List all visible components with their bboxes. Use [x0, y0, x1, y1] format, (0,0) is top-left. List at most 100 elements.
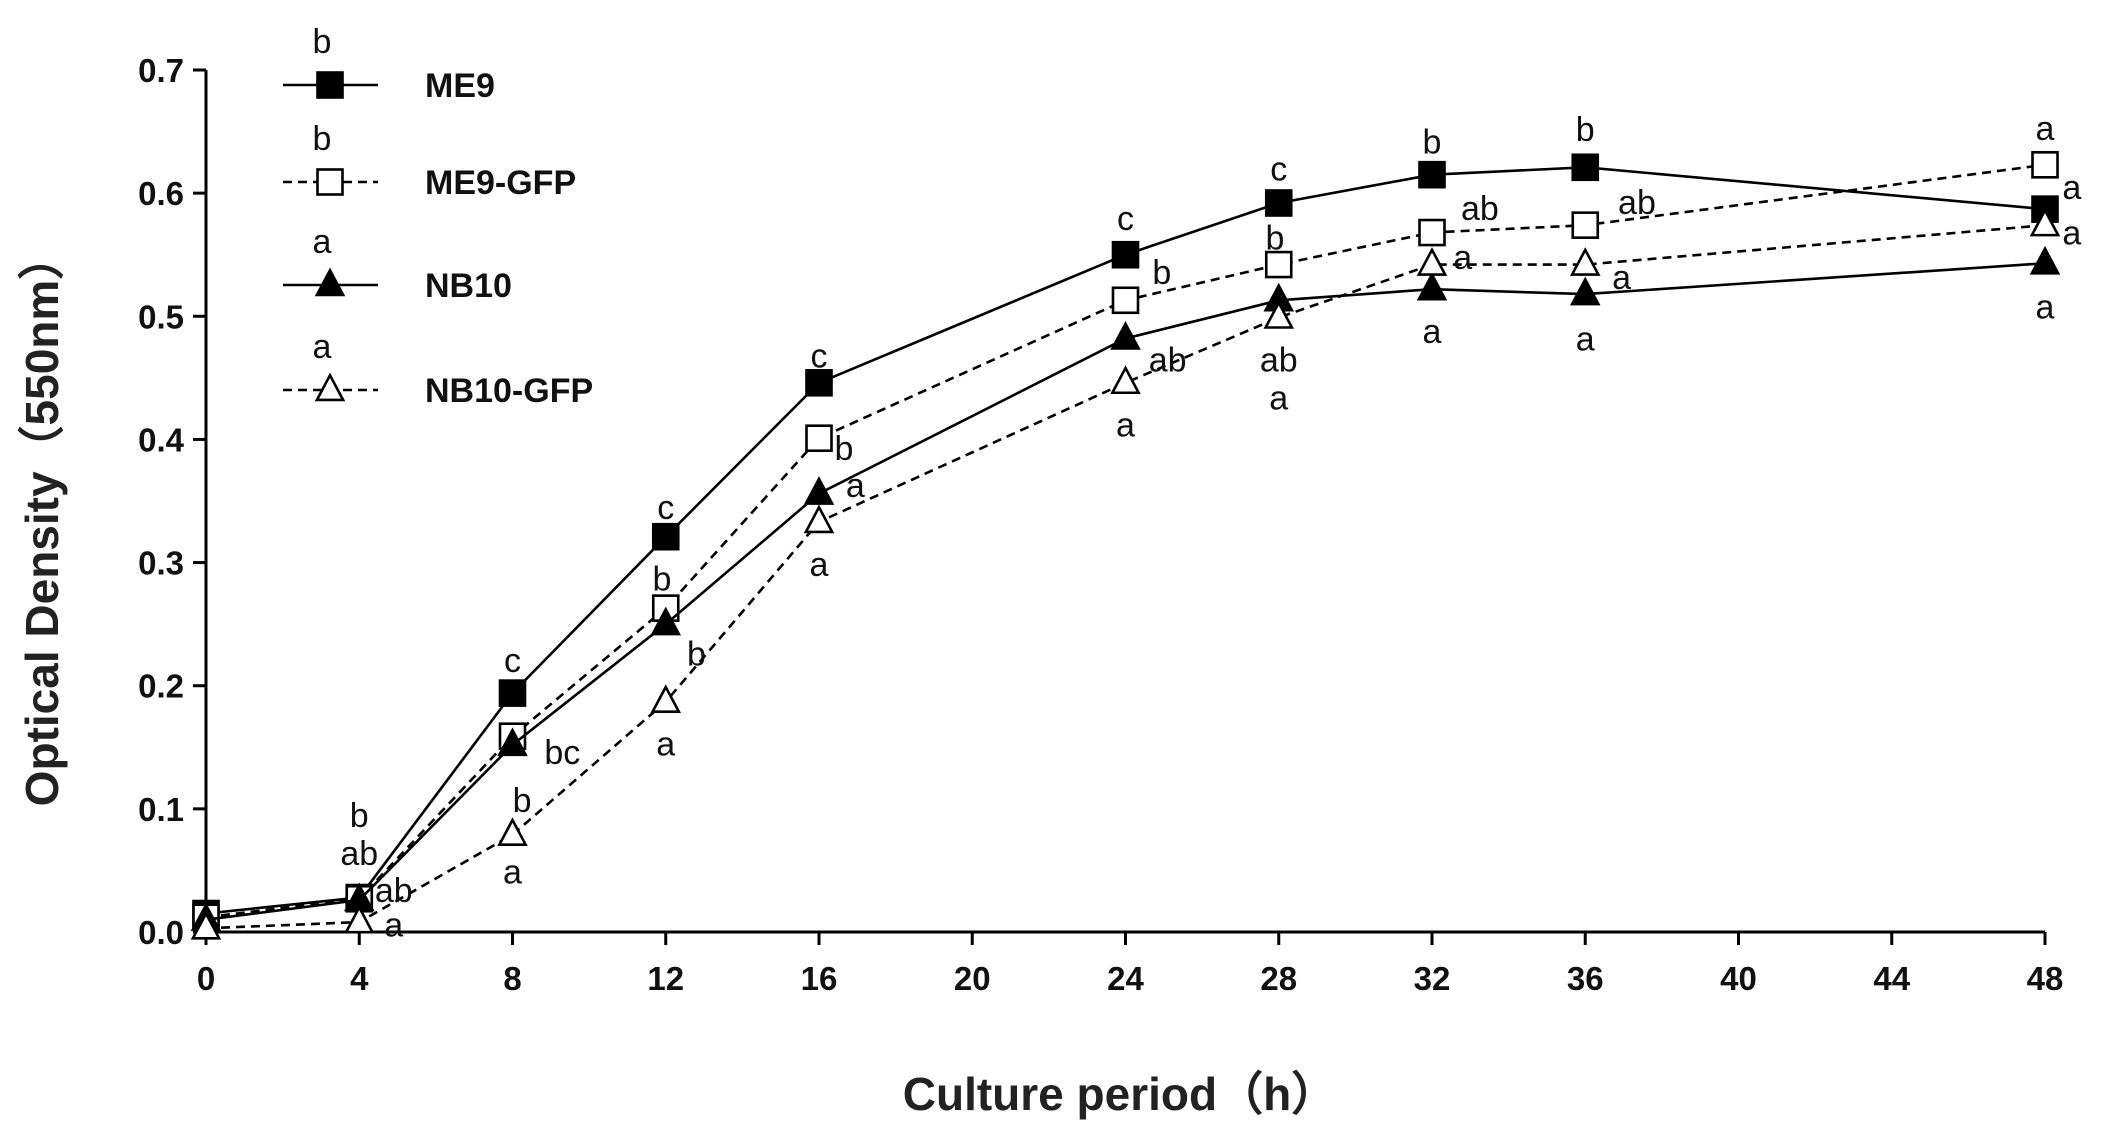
significance-letter: bc: [544, 734, 580, 772]
x-tick-label: 16: [801, 960, 838, 997]
significance-letter: b: [687, 636, 706, 674]
data-point-nb10-gfp: [1110, 365, 1141, 395]
y-tick-label: 0.3: [138, 545, 184, 582]
data-point-nb10-gfp: [343, 904, 375, 934]
significance-letter: a: [384, 907, 403, 945]
x-tick-label: 28: [1260, 960, 1297, 997]
significance-letter: b: [1152, 254, 1171, 292]
data-point-nb10-gfp: [1569, 247, 1601, 276]
legend-item-me9: b ME9: [283, 23, 495, 105]
significance-letter: a: [2036, 110, 2055, 148]
significance-letter: ab: [1260, 341, 1298, 379]
data-point-nb10-gfp: [1416, 247, 1448, 276]
significance-letter: a: [2036, 288, 2055, 326]
data-point-me9: [498, 679, 527, 707]
legend-marker-me9-gfp: [316, 168, 344, 196]
significance-letter: c: [1117, 200, 1134, 238]
series-line-me9-gfp: [205, 163, 2046, 919]
significance-letter: b: [834, 430, 853, 468]
axes: 0 4 8 12 16 20 24 28 32 36 40 44 480.00.10.20.30.40.…: [138, 52, 2063, 997]
y-tick-label: 0.7: [138, 52, 184, 89]
significance-letter: ab: [375, 872, 413, 910]
x-tick-label: 44: [1873, 960, 1910, 997]
legend-label-nb10-gfp: NB10-GFP: [425, 372, 593, 410]
data-point-me9-gfp: [1111, 286, 1140, 315]
significance-letter: ab: [1149, 341, 1187, 379]
series-nb10: [190, 245, 2061, 931]
legend-marker-nb10: [314, 267, 346, 297]
x-tick-label: 40: [1720, 960, 1757, 997]
significance-letter: a: [1576, 320, 1595, 358]
significance-letter: a: [2062, 215, 2081, 253]
y-tick-label: 0.0: [138, 914, 184, 951]
x-tick-label: 24: [1107, 960, 1144, 997]
significance-letter: ab: [1461, 190, 1499, 228]
y-tick-label: 0.4: [138, 421, 185, 458]
significance-letter: b: [350, 797, 369, 835]
legend-item-nb10: a NB10: [283, 223, 512, 305]
legend-letter-nb10-gfp: a: [313, 328, 332, 366]
legend-marker-nb10-gfp: [314, 372, 346, 402]
y-tick-label: 0.6: [138, 175, 184, 212]
series-nb10-gfp: [190, 207, 2061, 940]
legend-marker-me9: [316, 71, 344, 99]
data-point-me9: [805, 368, 833, 397]
significance-letter: a: [656, 726, 675, 764]
y-axis-title: Optical Density（550nm）: [16, 234, 68, 807]
data-point-me9: [1571, 153, 1600, 182]
significance-letter: a: [1116, 407, 1135, 445]
data-point-nb10: [2029, 245, 2061, 275]
significance-letter: c: [657, 489, 674, 527]
data-point-me9: [651, 522, 680, 551]
significance-letters: bababacbcbacbbacbaacbabacbabababaababaaa…: [340, 110, 2081, 945]
legend-letter-me9-gfp: b: [313, 120, 332, 158]
legend-label-me9-gfp: ME9-GFP: [425, 164, 576, 202]
significance-letter: b: [1576, 111, 1595, 149]
data-point-me9-gfp: [2031, 151, 2059, 179]
significance-letter: a: [1423, 313, 1442, 351]
series-line-me9: [205, 165, 2046, 915]
x-axis-title: Culture period（h）: [903, 1068, 1337, 1120]
legend-label-me9: ME9: [425, 67, 495, 105]
data-point-nb10-gfp: [1263, 300, 1295, 329]
data-point-nb10: [1110, 320, 1141, 350]
significance-letter: c: [504, 642, 521, 680]
x-tick-label: 8: [503, 960, 521, 997]
legend-letter-me9: b: [313, 23, 332, 61]
significance-letter: b: [652, 561, 671, 599]
data-point-nb10-gfp: [650, 684, 682, 713]
data-point-me9: [1264, 189, 1293, 217]
significance-letter: b: [1265, 219, 1284, 257]
data-point-nb10: [1416, 271, 1448, 301]
significance-letter: a: [1612, 259, 1631, 297]
y-tick-label: 0.1: [138, 791, 184, 828]
significance-letter: c: [811, 338, 828, 376]
significance-letter: a: [1269, 380, 1288, 418]
data-point-nb10-gfp: [190, 910, 222, 940]
significance-letter: a: [810, 546, 829, 584]
data-point-me9-gfp: [1264, 250, 1293, 279]
legend-label-nb10: NB10: [425, 267, 512, 305]
x-tick-label: 32: [1414, 960, 1451, 997]
data-point-me9: [1111, 240, 1140, 269]
significance-letter: ab: [340, 835, 378, 873]
series-line-nb10: [205, 262, 2046, 921]
data-point-nb10: [1569, 276, 1601, 306]
series-line-nb10-gfp: [205, 223, 2046, 930]
significance-letter: a: [2062, 169, 2081, 207]
legend-item-me9-gfp: b ME9-GFP: [283, 120, 576, 202]
significance-letter: a: [846, 467, 865, 505]
data-point-nb10: [650, 606, 682, 636]
x-tick-label: 0: [197, 960, 215, 997]
legend-item-nb10-gfp: a NB10-GFP: [283, 328, 593, 410]
data-point-me9: [1418, 160, 1446, 189]
data-point-nb10-gfp: [2029, 207, 2061, 237]
data-point-me9-gfp: [805, 424, 833, 452]
significance-letter: c: [1270, 151, 1287, 189]
significance-letter: a: [503, 854, 522, 892]
data-point-nb10-gfp: [497, 817, 528, 846]
data-point-nb10: [803, 476, 835, 505]
significance-letter: b: [513, 782, 532, 820]
y-tick-label: 0.5: [138, 298, 184, 335]
data-point-nb10: [497, 727, 528, 757]
